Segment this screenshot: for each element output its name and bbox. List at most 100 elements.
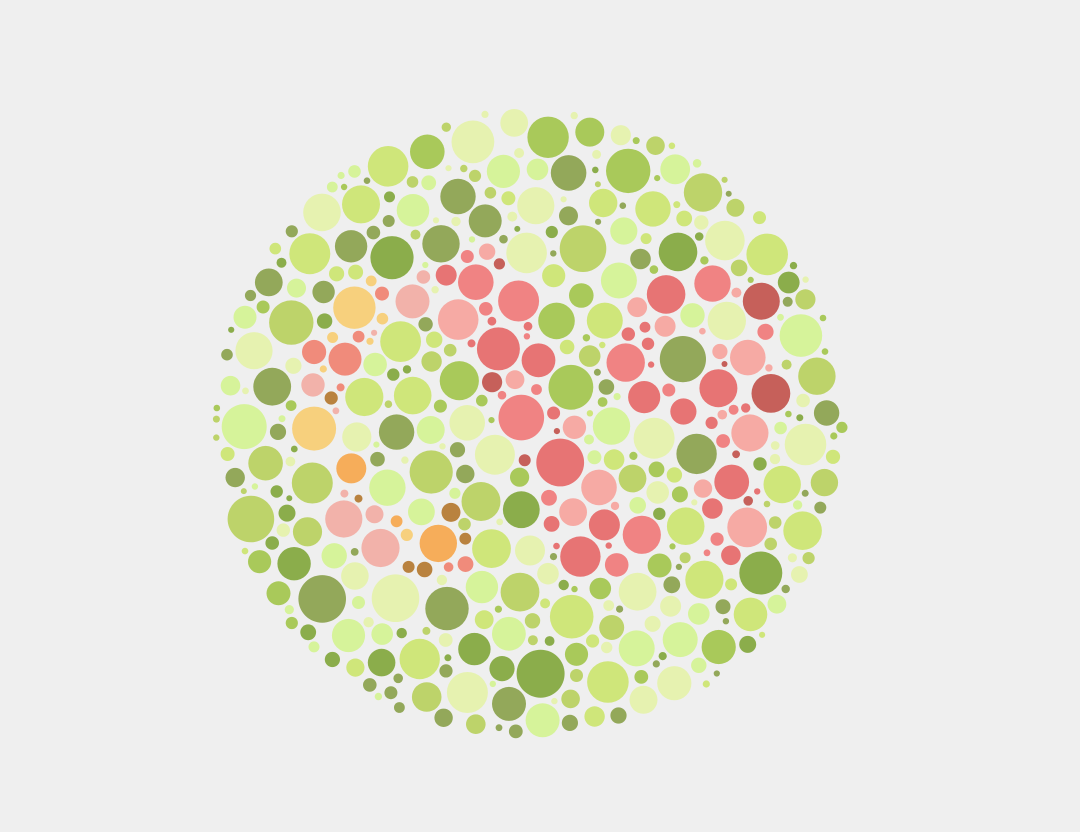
plate-dot bbox=[324, 651, 340, 668]
plate-dot bbox=[331, 618, 366, 653]
plate-dot bbox=[549, 553, 558, 561]
plate-dot bbox=[705, 416, 718, 429]
plate-dot bbox=[753, 457, 767, 471]
plate-dot bbox=[798, 357, 836, 395]
plate-dot bbox=[610, 707, 627, 724]
plate-dot bbox=[692, 159, 702, 168]
plate-dot bbox=[402, 560, 415, 573]
plate-dot bbox=[387, 368, 400, 381]
plate-dot bbox=[326, 181, 338, 193]
plate-dot bbox=[673, 201, 681, 209]
plate-dot bbox=[685, 560, 724, 599]
plate-dot bbox=[439, 361, 479, 401]
plate-dot bbox=[212, 415, 220, 423]
plate-dot bbox=[489, 680, 496, 688]
plate-dot bbox=[632, 137, 640, 145]
plate-dot bbox=[783, 511, 822, 550]
plate-dot bbox=[606, 343, 645, 382]
plate-dot bbox=[327, 332, 339, 343]
plate-dot bbox=[446, 672, 488, 713]
plate-dot bbox=[221, 348, 233, 361]
plate-dot bbox=[269, 300, 314, 345]
plate-dot bbox=[416, 270, 431, 284]
plate-dot bbox=[468, 169, 482, 182]
plate-dot bbox=[671, 486, 688, 503]
plate-dot bbox=[434, 708, 453, 727]
plate-dot bbox=[445, 165, 452, 172]
plate-dot bbox=[394, 702, 405, 713]
plate-dot bbox=[270, 485, 283, 498]
plate-dot bbox=[458, 264, 494, 301]
plate-dot bbox=[516, 649, 565, 698]
plate-dot bbox=[578, 345, 601, 367]
plate-dot bbox=[570, 669, 583, 682]
plate-dot bbox=[425, 586, 469, 631]
plate-dot bbox=[538, 302, 575, 340]
plate-dot bbox=[730, 259, 748, 277]
plate-dot bbox=[371, 623, 394, 645]
plate-dot bbox=[433, 399, 447, 413]
plate-dot bbox=[460, 250, 474, 263]
plate-dot bbox=[787, 553, 798, 563]
plate-dot bbox=[449, 405, 486, 441]
plate-dot bbox=[369, 469, 406, 506]
plate-dot bbox=[468, 204, 502, 238]
plate-dot bbox=[549, 594, 594, 639]
plate-dot bbox=[365, 505, 384, 524]
plate-dot bbox=[378, 414, 415, 450]
plate-dot bbox=[244, 289, 257, 302]
plate-dot bbox=[768, 516, 782, 529]
plate-dot bbox=[836, 421, 848, 433]
plate-dot bbox=[332, 407, 340, 415]
plate-dot bbox=[285, 225, 298, 238]
plate-dot bbox=[284, 605, 294, 615]
plate-dot bbox=[508, 724, 523, 739]
plate-dot bbox=[221, 404, 267, 450]
plate-dot bbox=[595, 218, 602, 225]
plate-dot bbox=[460, 164, 468, 173]
plate-dot bbox=[468, 236, 476, 243]
plate-dot bbox=[618, 630, 655, 667]
plate-dot bbox=[488, 417, 495, 424]
plate-dot bbox=[341, 562, 369, 590]
plate-dot bbox=[487, 316, 497, 326]
plate-dot bbox=[449, 442, 466, 458]
plate-dot bbox=[598, 379, 615, 395]
plate-dot bbox=[400, 528, 413, 542]
plate-dot bbox=[269, 242, 282, 255]
plate-dot bbox=[742, 282, 780, 320]
plate-dot bbox=[241, 547, 249, 555]
plate-dot bbox=[753, 211, 766, 225]
plate-dot bbox=[629, 685, 658, 714]
plate-dot bbox=[336, 383, 345, 392]
plate-dot bbox=[416, 416, 445, 444]
plate-dot bbox=[782, 296, 793, 307]
plate-dot bbox=[570, 111, 578, 120]
plate-dot bbox=[601, 641, 613, 654]
plate-dot bbox=[777, 271, 800, 294]
plate-dot bbox=[582, 334, 591, 342]
plate-dot bbox=[610, 501, 620, 511]
plate-dot bbox=[592, 166, 599, 174]
plate-dot bbox=[725, 578, 738, 591]
plate-dot bbox=[515, 535, 545, 566]
plate-dot bbox=[537, 562, 559, 585]
plate-dot bbox=[551, 697, 558, 705]
plate-dot bbox=[278, 504, 296, 522]
plate-dot bbox=[757, 323, 774, 340]
plate-dot bbox=[703, 549, 711, 557]
plate-dot bbox=[486, 154, 520, 188]
plate-dot bbox=[380, 321, 421, 362]
plate-dot bbox=[777, 313, 784, 321]
plate-dot bbox=[646, 136, 665, 155]
plate-dot bbox=[660, 154, 691, 185]
plate-dot bbox=[220, 447, 235, 461]
plate-dot bbox=[785, 410, 792, 418]
plate-dot bbox=[584, 706, 605, 727]
plate-dot bbox=[340, 489, 349, 498]
plate-dot bbox=[770, 441, 780, 450]
plate-dot bbox=[390, 515, 403, 528]
plate-dot bbox=[382, 215, 395, 227]
plate-dot bbox=[527, 116, 569, 158]
